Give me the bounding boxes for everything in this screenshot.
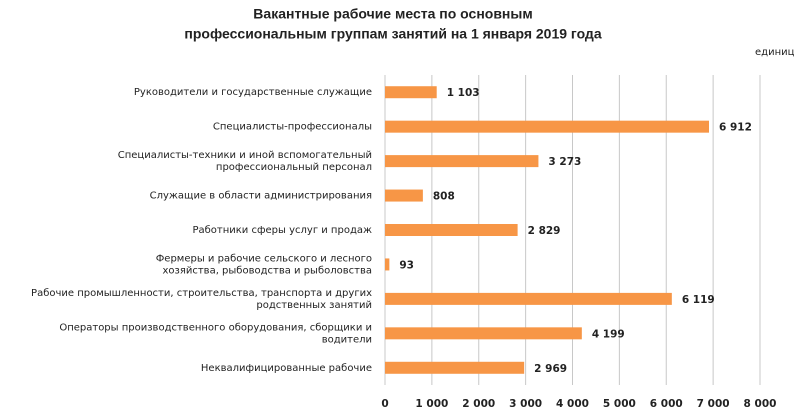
value-label: 3 273 (548, 156, 581, 168)
y-tick-label: Работники сферы услуг и продаж (192, 225, 372, 236)
y-tick-label: Операторы производственного оборудования… (59, 322, 372, 333)
bar (385, 258, 390, 271)
bar (385, 292, 672, 305)
y-tick-label: родственных занятий (256, 300, 372, 311)
value-label: 4 199 (592, 328, 625, 340)
chart-title: Вакантные рабочие места по основным (253, 6, 532, 22)
bar (385, 120, 709, 133)
bar (385, 327, 582, 340)
bar (385, 361, 525, 374)
unit-label: единиц (755, 47, 795, 58)
bar (385, 86, 437, 99)
value-label: 2 829 (528, 225, 561, 237)
value-label: 1 103 (447, 87, 480, 99)
y-tick-label: Фермеры и рабочие сельского и лесного (156, 253, 372, 264)
x-tick-label: 1 000 (415, 398, 448, 410)
value-label: 6 119 (682, 294, 715, 306)
y-tick-label: Руководители и государственные служащие (134, 87, 372, 98)
bar (385, 155, 539, 168)
value-label: 808 (433, 191, 455, 203)
y-tick-label: хозяйства, рыбоводства и рыболовства (162, 265, 372, 276)
bar (385, 189, 423, 202)
chart-title: профессиональным группам занятий на 1 ян… (184, 26, 601, 42)
y-tick-label: Специалисты-профессионалы (213, 122, 372, 133)
x-tick-label: 0 (381, 398, 388, 410)
x-tick-label: 3 000 (509, 398, 542, 410)
value-label: 6 912 (719, 122, 752, 134)
y-tick-label: Служащие в области администрирования (150, 191, 372, 202)
y-tick-label: Неквалифицированные рабочие (201, 363, 372, 374)
x-tick-label: 2 000 (462, 398, 495, 410)
y-tick-label: профессиональный персонал (216, 162, 372, 173)
y-tick-label: Рабочие промышленности, строительства, т… (31, 288, 372, 299)
y-tick-label: Специалисты-техники и иной вспомогательн… (118, 150, 372, 161)
y-tick-label: водители (322, 334, 372, 345)
x-tick-label: 8 000 (744, 398, 777, 410)
value-label: 2 969 (534, 363, 567, 375)
x-tick-label: 4 000 (556, 398, 589, 410)
x-tick-label: 6 000 (650, 398, 683, 410)
x-tick-label: 7 000 (697, 398, 730, 410)
bar (385, 224, 518, 236)
x-tick-label: 5 000 (603, 398, 636, 410)
value-label: 93 (399, 259, 414, 271)
